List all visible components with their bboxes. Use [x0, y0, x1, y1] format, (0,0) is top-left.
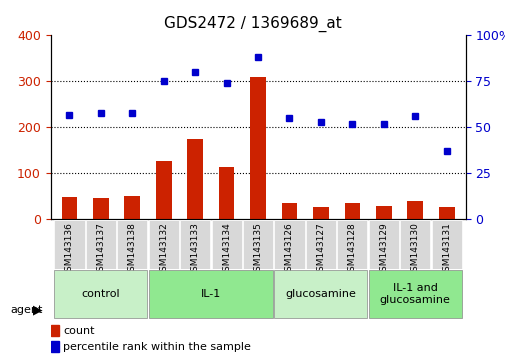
Bar	[375, 206, 391, 219]
Text: GSM143126: GSM143126	[284, 222, 293, 277]
FancyBboxPatch shape	[274, 269, 367, 318]
Text: glucosamine: glucosamine	[285, 289, 356, 299]
FancyBboxPatch shape	[368, 220, 398, 269]
Text: GDS2472 / 1369689_at: GDS2472 / 1369689_at	[164, 16, 341, 32]
FancyBboxPatch shape	[337, 220, 367, 269]
Text: GSM143135: GSM143135	[253, 222, 262, 277]
Text: GSM143131: GSM143131	[441, 222, 450, 277]
FancyBboxPatch shape	[305, 220, 335, 269]
FancyBboxPatch shape	[117, 220, 147, 269]
FancyBboxPatch shape	[54, 269, 147, 318]
Bar	[407, 201, 422, 219]
Bar	[93, 198, 109, 219]
Text: IL-1 and
glucosamine: IL-1 and glucosamine	[379, 283, 450, 305]
FancyBboxPatch shape	[274, 220, 304, 269]
Bar	[187, 139, 203, 219]
Text: GSM143128: GSM143128	[347, 222, 356, 277]
Bar	[438, 207, 453, 219]
Text: agent: agent	[10, 305, 42, 315]
FancyBboxPatch shape	[148, 269, 273, 318]
Text: GSM143130: GSM143130	[410, 222, 419, 277]
FancyBboxPatch shape	[180, 220, 210, 269]
Bar	[344, 203, 360, 219]
Bar	[156, 161, 171, 219]
Bar	[281, 203, 297, 219]
FancyBboxPatch shape	[54, 220, 84, 269]
Text: control: control	[81, 289, 120, 299]
Text: GSM143132: GSM143132	[159, 222, 168, 277]
Bar	[124, 196, 140, 219]
Text: IL-1: IL-1	[200, 289, 221, 299]
Text: count: count	[63, 326, 94, 336]
Text: GSM143129: GSM143129	[379, 222, 387, 277]
FancyBboxPatch shape	[242, 220, 273, 269]
Text: ▶: ▶	[33, 303, 43, 316]
Text: GSM143138: GSM143138	[128, 222, 136, 277]
Bar	[249, 77, 266, 219]
Bar	[62, 198, 77, 219]
Bar	[313, 207, 328, 219]
Text: GSM143127: GSM143127	[316, 222, 325, 277]
Text: GSM143133: GSM143133	[190, 222, 199, 277]
Bar	[218, 167, 234, 219]
Text: GSM143137: GSM143137	[96, 222, 105, 277]
Bar	[50, 325, 59, 336]
FancyBboxPatch shape	[86, 220, 116, 269]
Text: GSM143134: GSM143134	[222, 222, 231, 277]
FancyBboxPatch shape	[148, 220, 178, 269]
FancyBboxPatch shape	[368, 269, 461, 318]
FancyBboxPatch shape	[211, 220, 241, 269]
FancyBboxPatch shape	[399, 220, 429, 269]
Text: GSM143136: GSM143136	[65, 222, 74, 277]
Bar	[50, 341, 59, 353]
FancyBboxPatch shape	[431, 220, 461, 269]
Text: percentile rank within the sample: percentile rank within the sample	[63, 342, 250, 352]
